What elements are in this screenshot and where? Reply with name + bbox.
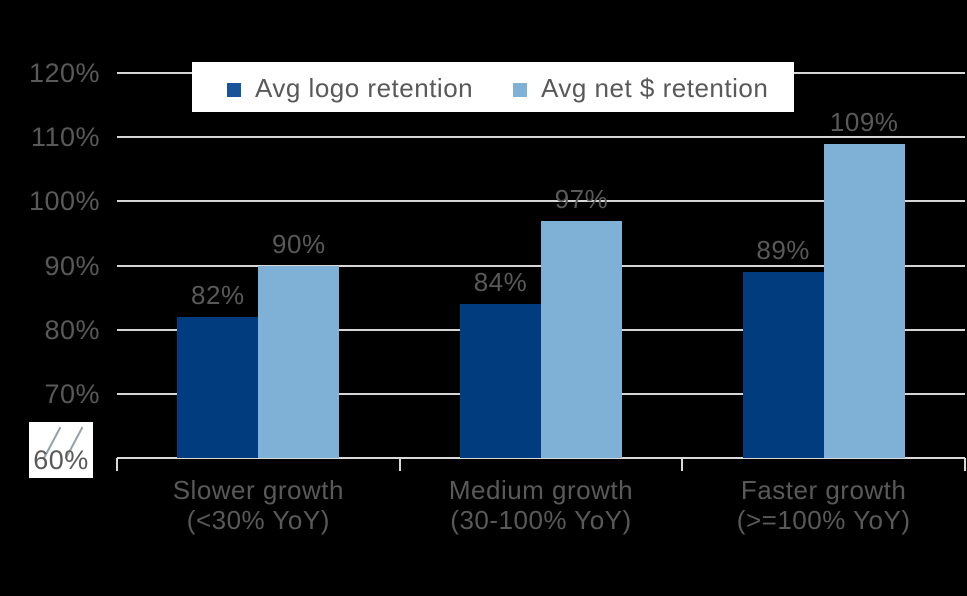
bar-avg-net-retention xyxy=(541,220,622,458)
category-label: Slower growth (<30% YoY) xyxy=(117,475,400,535)
gridline-110 xyxy=(117,136,965,139)
bar-avg-logo-retention xyxy=(177,316,259,458)
value-label: 89% xyxy=(756,234,810,265)
bar-avg-net-retention xyxy=(823,143,905,458)
value-label: 97% xyxy=(554,183,609,214)
category-tick xyxy=(398,458,401,471)
value-label: 90% xyxy=(272,228,326,259)
category-label-line1: Slower growth xyxy=(172,475,344,505)
y-axis-label: 110% xyxy=(30,122,100,153)
gridline-100 xyxy=(117,200,965,203)
bar-avg-logo-retention xyxy=(460,304,541,458)
legend-swatch xyxy=(513,83,527,97)
category-label-line2: (30-100% YoY) xyxy=(450,505,632,535)
category-tick xyxy=(681,458,684,471)
legend-label: Avg net $ retention xyxy=(541,73,769,103)
category-label-line1: Faster growth xyxy=(740,475,907,505)
category-label-line1: Medium growth xyxy=(448,475,634,505)
axis-break-label: 60% xyxy=(29,422,93,478)
legend-label: Avg logo retention xyxy=(255,73,474,103)
category-tick xyxy=(116,458,118,471)
y-axis-label: 120% xyxy=(28,58,100,88)
y-axis-label: 60% xyxy=(33,445,89,475)
category-tick xyxy=(964,458,966,471)
y-axis-label: 100% xyxy=(28,186,100,217)
category-label-line2: (>=100% YoY) xyxy=(736,505,911,535)
bar-avg-net-retention xyxy=(258,265,340,458)
y-axis-label: 80% xyxy=(44,314,100,345)
y-axis-label: 90% xyxy=(44,250,100,281)
category-label: Faster growth (>=100% YoY) xyxy=(682,475,965,535)
category-label: Medium growth (30-100% YoY) xyxy=(400,475,683,535)
bar-avg-logo-retention xyxy=(742,271,824,458)
category-label-line2: (<30% YoY) xyxy=(186,505,330,535)
value-label: 84% xyxy=(473,267,528,297)
value-label: 82% xyxy=(191,279,245,310)
x-axis-line xyxy=(117,457,965,459)
value-label: 109% xyxy=(829,106,899,137)
legend-swatch xyxy=(227,83,241,97)
legend: Avg logo retention Avg net $ retention xyxy=(192,62,794,112)
y-axis-label: 70% xyxy=(44,378,100,409)
